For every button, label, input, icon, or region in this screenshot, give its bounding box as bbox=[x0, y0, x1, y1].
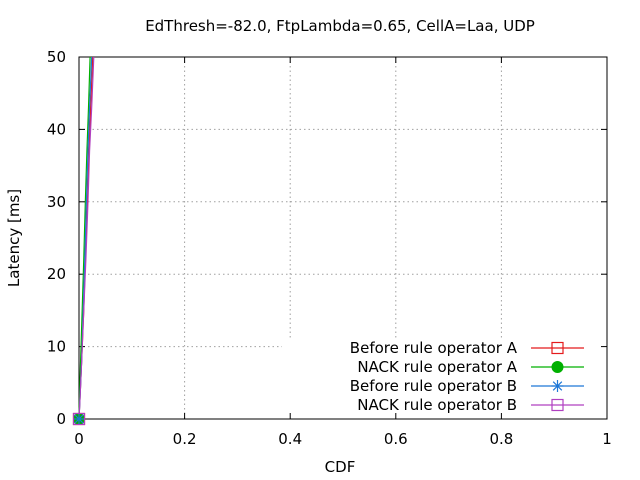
series-layer bbox=[72, 56, 95, 426]
x-axis-title: CDF bbox=[325, 458, 356, 476]
series-marker-4 bbox=[72, 412, 86, 426]
legend-label-4: NACK rule operator B bbox=[357, 396, 517, 414]
x-tick-label: 1 bbox=[602, 430, 612, 448]
y-tick-label: 30 bbox=[47, 193, 66, 211]
y-tick-label: 20 bbox=[47, 265, 66, 283]
legend-marker-4 bbox=[551, 398, 564, 412]
legend-label-3: Before rule operator B bbox=[350, 377, 517, 395]
series-line-2 bbox=[78, 56, 91, 420]
y-tick-label: 50 bbox=[47, 48, 66, 66]
marker-stroke bbox=[74, 414, 84, 424]
legend-marker-2 bbox=[551, 361, 564, 373]
series-line-4 bbox=[78, 56, 95, 420]
chart-title: EdThresh=-82.0, FtpLambda=0.65, CellA=La… bbox=[145, 17, 535, 35]
series-marker-3 bbox=[73, 413, 85, 425]
plot-frame bbox=[78, 56, 608, 420]
grid-layer bbox=[79, 57, 607, 419]
x-tick-label: 0.6 bbox=[384, 430, 408, 448]
legend-label-1: Before rule operator A bbox=[350, 339, 518, 357]
y-axis-title: Latency [ms] bbox=[5, 189, 23, 287]
legend-label-2: NACK rule operator A bbox=[357, 358, 517, 376]
y-tick-label: 0 bbox=[56, 410, 66, 428]
x-tick-label: 0.8 bbox=[489, 430, 513, 448]
y-tick-label: 40 bbox=[47, 120, 66, 138]
x-tick-label: 0 bbox=[74, 430, 84, 448]
legend-marker-1 bbox=[551, 341, 564, 355]
x-tick-label: 0.2 bbox=[173, 430, 197, 448]
x-tick-label: 0.4 bbox=[278, 430, 302, 448]
y-tick-label: 10 bbox=[47, 338, 66, 356]
marker-stroke bbox=[552, 381, 563, 391]
legend-marker-3 bbox=[551, 380, 564, 392]
